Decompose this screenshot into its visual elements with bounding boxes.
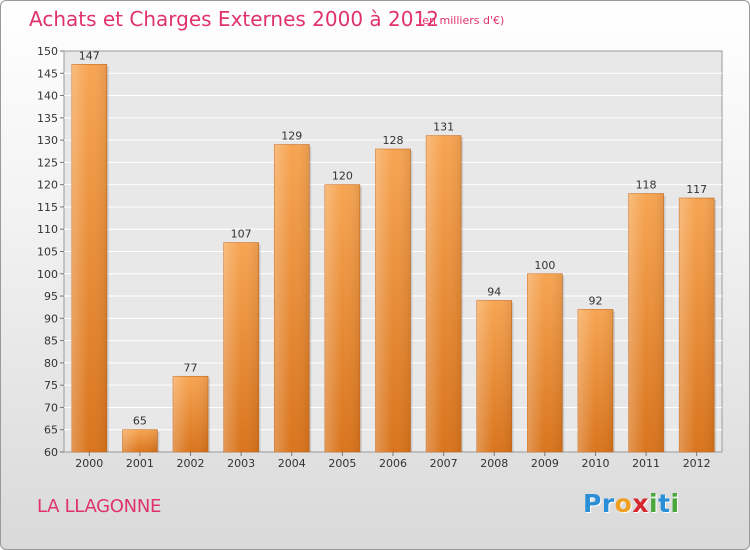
bar-value-label: 77 — [184, 361, 198, 374]
y-tick-label: 130 — [37, 134, 58, 147]
y-tick-label: 90 — [44, 312, 58, 325]
logo-letter: x — [632, 489, 649, 518]
bar-highlight — [223, 242, 259, 452]
bar-value-label: 129 — [281, 130, 302, 143]
bar-highlight — [628, 193, 664, 453]
y-tick-label: 75 — [44, 379, 58, 392]
bar-highlight — [71, 64, 107, 452]
bar-value-label: 94 — [487, 286, 501, 299]
commune-name: LA LLAGONNE — [37, 496, 162, 517]
y-tick-label: 145 — [37, 67, 58, 80]
bar-highlight — [426, 135, 462, 452]
logo-letter: P — [583, 489, 602, 518]
chart-title: Achats et Charges Externes 2000 à 2012 — [29, 7, 439, 31]
bar-highlight — [577, 309, 613, 452]
y-axis: 60 65 70 75 80 85 90 95 100 105 110 115 120 125 130 135… — [37, 45, 64, 459]
x-tick-label: 2005 — [328, 457, 356, 470]
y-tick-label: 125 — [37, 156, 58, 169]
bar-value-label: 118 — [636, 179, 657, 192]
bar-value-label: 107 — [231, 228, 252, 241]
y-tick-label: 150 — [37, 45, 58, 58]
y-tick-label: 85 — [44, 335, 58, 348]
x-tick-label: 2002 — [177, 457, 205, 470]
y-tick-label: 60 — [44, 446, 58, 459]
x-tick-label: 2006 — [379, 457, 407, 470]
logo-letter: i — [670, 489, 680, 518]
x-axis: 2000 2001 2002 2003 2004 2005 2006 2007 2008 2009… — [75, 452, 711, 470]
bar-value-label: 147 — [79, 49, 100, 62]
x-tick-label: 2011 — [632, 457, 660, 470]
y-tick-label: 70 — [44, 401, 58, 414]
y-tick-label: 105 — [37, 246, 58, 259]
y-tick-label: 65 — [44, 424, 58, 437]
logo-letter: r — [601, 489, 615, 518]
bar-value-label: 117 — [686, 183, 707, 196]
y-tick-label: 95 — [44, 290, 58, 303]
logo-letter: t — [658, 489, 671, 518]
bar-highlight — [527, 273, 563, 452]
y-tick-label: 135 — [37, 112, 58, 125]
x-tick-label: 2007 — [430, 457, 458, 470]
proxiti-logo[interactable]: Proxiti — [583, 489, 680, 518]
chart-subtitle: (en milliers d'€) — [418, 14, 505, 27]
bar-value-label: 100 — [534, 259, 555, 272]
bar-highlight — [122, 429, 158, 452]
y-tick-label: 80 — [44, 357, 58, 370]
bar-highlight — [274, 144, 310, 453]
logo-letter: o — [614, 489, 633, 518]
x-tick-label: 2000 — [75, 457, 103, 470]
bar-highlight — [173, 376, 209, 452]
y-tick-label: 100 — [37, 268, 58, 281]
x-tick-label: 2004 — [278, 457, 306, 470]
bars: 147 65 77 107 129 120 128 131 94 100 92 118 117 — [71, 49, 717, 453]
bar-highlight — [476, 300, 512, 452]
y-tick-label: 120 — [37, 179, 58, 192]
x-tick-label: 2008 — [480, 457, 508, 470]
y-tick-label: 115 — [37, 201, 58, 214]
bar-value-label: 131 — [433, 121, 454, 134]
bar-highlight — [679, 198, 715, 452]
x-tick-label: 2010 — [581, 457, 609, 470]
bar-highlight — [375, 149, 411, 452]
x-tick-label: 2009 — [531, 457, 559, 470]
bar-value-label: 120 — [332, 170, 353, 183]
bar-value-label: 128 — [383, 134, 404, 147]
bar-value-label: 65 — [133, 415, 147, 428]
x-tick-label: 2003 — [227, 457, 255, 470]
bar-highlight — [324, 184, 360, 452]
logo-letter: i — [649, 489, 659, 518]
x-tick-label: 2001 — [126, 457, 154, 470]
bar-value-label: 92 — [588, 294, 602, 307]
y-tick-label: 110 — [37, 223, 58, 236]
y-tick-label: 140 — [37, 90, 58, 103]
x-tick-label: 2012 — [683, 457, 711, 470]
